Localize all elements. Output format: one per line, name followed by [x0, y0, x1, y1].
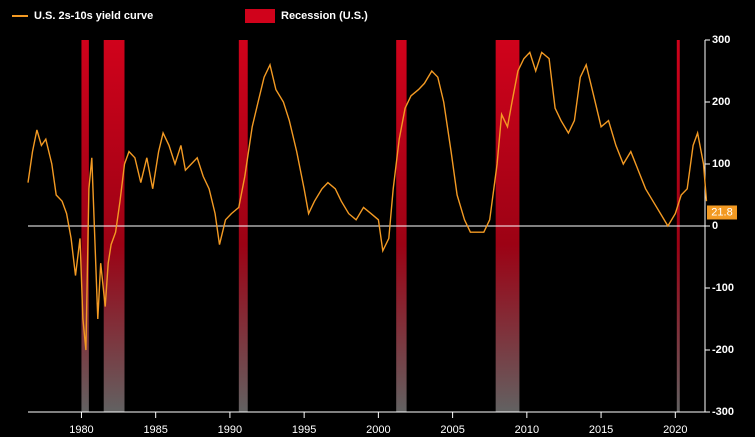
y-tick-label: 300 — [712, 34, 730, 46]
y-tick-label: 0 — [712, 220, 718, 232]
legend-label: U.S. 2s-10s yield curve — [34, 10, 153, 22]
legend-swatch — [245, 9, 275, 23]
y-tick-label: -300 — [712, 406, 734, 418]
y-tick-label: 200 — [712, 96, 730, 108]
x-tick-label: 2000 — [366, 424, 390, 436]
y-tick-label: 100 — [712, 158, 730, 170]
series-line — [27, 51, 708, 351]
x-tick-label: 1990 — [218, 424, 242, 436]
y-tick-label: -200 — [712, 344, 734, 356]
x-tick-label: 2020 — [663, 424, 687, 436]
legend-label: Recession (U.S.) — [281, 10, 368, 22]
last-value-box — [707, 205, 737, 220]
x-tick-label: 1980 — [69, 424, 93, 436]
last-value-label: 21.8 — [711, 206, 732, 218]
x-tick-label: 1995 — [292, 424, 316, 436]
x-tick-label: 1985 — [143, 424, 167, 436]
x-tick-label: 2005 — [440, 424, 464, 436]
x-tick-label: 2015 — [589, 424, 613, 436]
x-tick-label: 2010 — [515, 424, 539, 436]
y-tick-label: -100 — [712, 282, 734, 294]
